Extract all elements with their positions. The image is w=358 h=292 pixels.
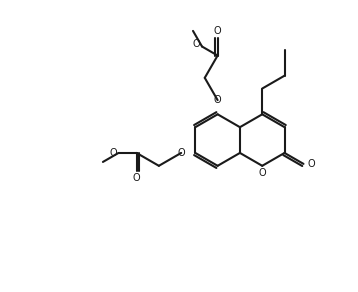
- Text: O: O: [214, 26, 222, 36]
- Text: O: O: [177, 148, 185, 158]
- Text: O: O: [308, 159, 315, 169]
- Text: O: O: [192, 39, 200, 48]
- Text: O: O: [214, 95, 222, 105]
- Text: O: O: [133, 173, 140, 183]
- Text: O: O: [258, 168, 266, 178]
- Text: O: O: [110, 148, 117, 158]
